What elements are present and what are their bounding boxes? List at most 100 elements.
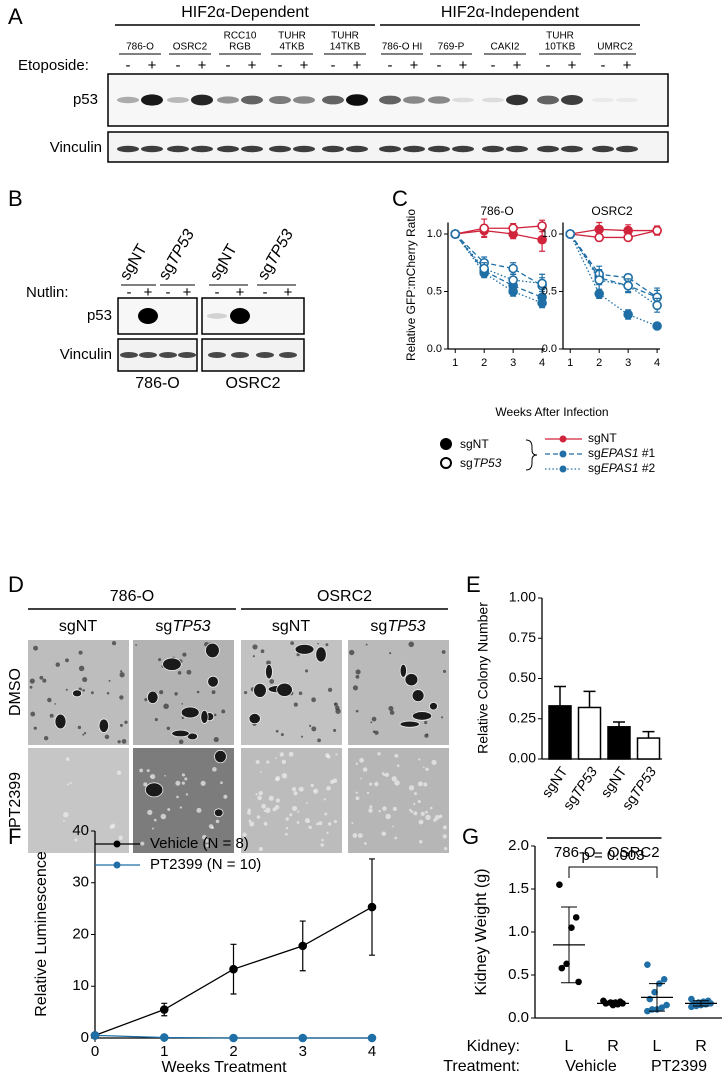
colony — [30, 711, 36, 717]
x-tick-label: 3 — [299, 1043, 307, 1060]
colony — [247, 811, 251, 815]
colony — [200, 709, 209, 724]
colony — [333, 728, 337, 732]
x-axis-label: Weeks Treatment — [161, 1059, 287, 1076]
colony — [63, 811, 69, 818]
label-part: EPAS1 — [601, 446, 639, 460]
point — [652, 300, 662, 311]
band — [141, 145, 163, 153]
colony — [196, 807, 202, 813]
group-label: OSRC2 — [608, 844, 660, 861]
sign: - — [263, 284, 268, 301]
colony — [72, 689, 83, 698]
colony — [355, 791, 358, 794]
colony — [326, 831, 329, 835]
colony — [408, 785, 415, 791]
colony — [214, 749, 227, 764]
colony — [296, 653, 300, 657]
colony — [176, 795, 179, 799]
colony — [162, 657, 182, 671]
band — [592, 145, 614, 153]
colony — [409, 808, 412, 812]
sign: + — [353, 57, 362, 74]
colony — [65, 757, 70, 761]
colony — [317, 642, 319, 645]
band — [217, 96, 239, 104]
point — [575, 978, 582, 986]
colony — [119, 672, 125, 678]
colony — [119, 723, 123, 727]
colony — [166, 726, 170, 730]
colony — [352, 685, 359, 691]
colony — [310, 783, 314, 788]
point — [508, 223, 518, 234]
condition-label: sgTP53 — [155, 618, 210, 635]
colony — [98, 718, 110, 733]
colony — [433, 818, 437, 822]
colony — [316, 822, 320, 826]
colony — [248, 712, 261, 725]
panel-label: E — [466, 572, 481, 597]
colony — [413, 811, 418, 816]
colony — [388, 706, 394, 712]
series-line — [454, 233, 543, 285]
colony — [220, 781, 223, 785]
sign: + — [459, 57, 468, 74]
colony — [294, 643, 315, 655]
colony — [335, 753, 338, 756]
sign: + — [623, 57, 632, 74]
colony — [321, 838, 324, 842]
sign: - — [176, 57, 181, 74]
band — [269, 96, 291, 104]
legend-label: Vehicle (N = 8) — [150, 835, 249, 852]
label-part: EPAS1 — [601, 461, 639, 475]
bar — [607, 726, 631, 760]
colony — [77, 725, 82, 730]
treatment-label: Nutlin: — [26, 284, 69, 301]
band — [269, 145, 291, 153]
colony — [215, 819, 220, 824]
colony — [285, 832, 288, 836]
series-line — [454, 233, 543, 287]
colony — [208, 824, 214, 829]
colony — [362, 767, 368, 772]
point — [652, 321, 662, 331]
point — [229, 964, 238, 974]
sign: - — [546, 57, 551, 74]
colony — [391, 776, 397, 782]
colony — [213, 713, 217, 717]
x-tick-label: 2 — [596, 357, 602, 369]
row-label: PT2399 — [7, 772, 24, 828]
series-line — [454, 233, 543, 298]
colony — [258, 847, 263, 852]
colony — [399, 663, 407, 678]
colony — [308, 825, 312, 830]
colony — [422, 766, 425, 769]
point — [623, 280, 633, 291]
sign: + — [236, 284, 245, 301]
colony — [418, 758, 421, 761]
colony — [418, 819, 424, 825]
y-tick-label: 0.0 — [427, 343, 442, 355]
band — [379, 145, 401, 153]
cell-line-label: 769-P — [438, 42, 465, 53]
point — [623, 232, 633, 243]
colony — [66, 783, 69, 786]
point — [688, 1003, 695, 1011]
legend-marker — [113, 861, 121, 869]
x-tick-label: 4 — [368, 1043, 376, 1060]
panel-label: G — [462, 824, 479, 849]
colony — [293, 791, 298, 796]
band — [616, 145, 638, 153]
colony — [355, 674, 360, 679]
cell-line-label: OSRC2 — [317, 588, 372, 605]
colony — [211, 690, 216, 695]
micrograph — [28, 748, 129, 853]
colony — [355, 709, 359, 713]
colony — [257, 795, 262, 801]
colony — [213, 736, 219, 743]
panel-label: F — [8, 824, 21, 849]
condition-label: sgNT — [117, 241, 151, 283]
colony — [417, 799, 421, 804]
colony — [394, 836, 398, 840]
